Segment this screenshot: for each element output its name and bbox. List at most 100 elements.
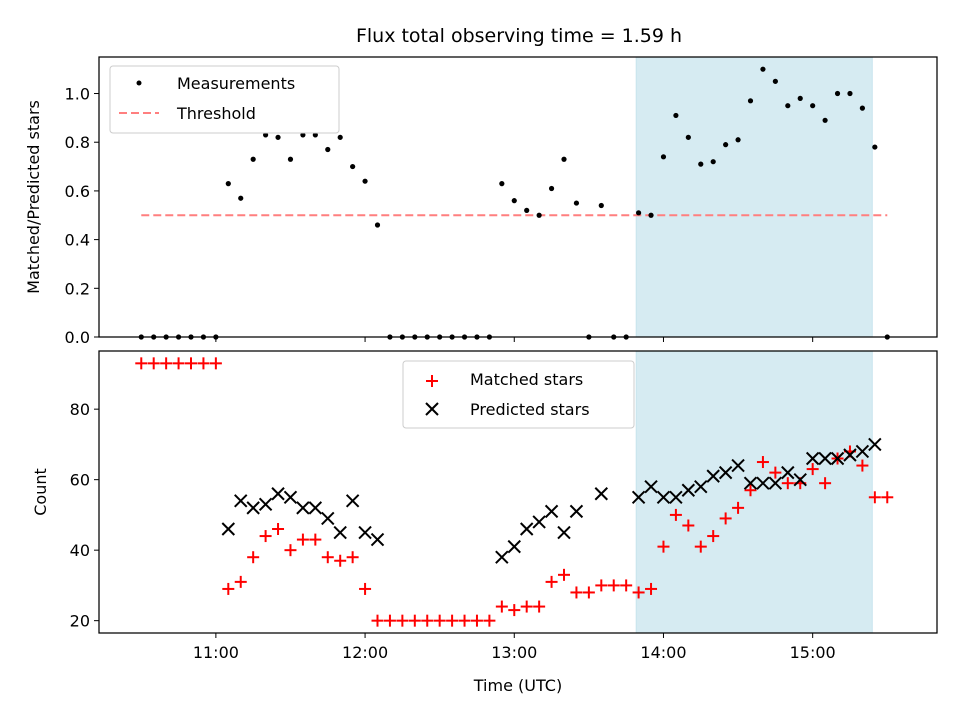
matched-star-point: [881, 491, 894, 504]
measurement-point: [561, 156, 567, 162]
matched-star-point: [819, 477, 832, 490]
x-tick-label: 15:00: [790, 643, 836, 662]
predicted-star-point: [631, 490, 646, 504]
measurement-point: [847, 90, 853, 97]
predicted-star-point: [731, 458, 745, 473]
matched-star-point: [197, 357, 210, 370]
matched-star-point: [582, 586, 595, 599]
predicted-star-point: [271, 487, 285, 501]
predicted-star-point: [868, 437, 882, 452]
predicted-star-point: [743, 476, 758, 490]
measurement-point: [859, 105, 866, 111]
predicted-star-point: [296, 501, 310, 515]
predicted-star-point: [221, 522, 236, 536]
y-tick-label: 0.8: [65, 133, 90, 152]
measurement-point: [263, 132, 269, 138]
predicted-star-point: [532, 515, 546, 529]
measurement-point: [362, 178, 368, 184]
matched-star-point: [719, 512, 732, 525]
matched-star-point: [458, 614, 471, 627]
measurement-point: [822, 117, 828, 123]
legend-label-predicted: Predicted stars: [470, 400, 590, 419]
matched-star-point: [259, 530, 272, 543]
predicted-star-point: [544, 504, 559, 519]
x-tick-label: 11:00: [193, 643, 239, 662]
top-y-ticks: 0.0 0.2 0.4 0.6 0.8 1.0: [65, 85, 99, 347]
top-legend: Measurements Threshold: [109, 65, 340, 134]
predicted-star-points: [221, 437, 882, 564]
matched-star-point: [321, 551, 334, 564]
matched-star-point: [483, 614, 496, 627]
measurement-point: [300, 132, 306, 138]
measurement-point: [598, 202, 604, 209]
predicted-star-point: [557, 525, 571, 540]
predicted-star-point: [519, 522, 534, 536]
x-tick-label: 13:00: [491, 643, 537, 662]
predicted-star-point: [768, 476, 783, 490]
measurement-point: [511, 198, 517, 204]
predicted-star-point: [495, 550, 509, 564]
matched-star-point: [781, 477, 794, 490]
matched-star-point: [856, 459, 869, 472]
measurement-point: [499, 181, 505, 187]
y-tick-label: 0.6: [65, 182, 90, 201]
predicted-star-point: [234, 494, 248, 508]
matched-star-point: [694, 540, 707, 553]
top-y-axis-label: Matched/Predicted stars: [24, 100, 43, 294]
measurement-point: [325, 146, 331, 153]
predicted-star-point: [656, 490, 671, 504]
measurement-point: [872, 144, 878, 150]
legend-label-measurements: Measurements: [177, 74, 295, 93]
bottom-y-ticks: 20 40 60 80: [70, 400, 99, 631]
predicted-star-point: [321, 511, 335, 526]
measurement-point: [785, 103, 791, 109]
legend-label-threshold: Threshold: [176, 104, 256, 123]
measurement-point: [536, 212, 542, 218]
bottom-x-ticks: 11:00 12:00 13:00 14:00 15:00: [193, 633, 836, 662]
matched-star-point: [570, 586, 583, 599]
predicted-star-point: [308, 501, 323, 515]
predicted-star-point: [781, 465, 795, 480]
top-x-ticks: [215, 337, 814, 342]
predicted-star-point: [805, 451, 820, 466]
matched-star-point: [769, 466, 782, 479]
predicted-star-point: [843, 448, 857, 462]
measurement-point: [275, 134, 281, 140]
top-axes-frame: [98, 56, 938, 338]
bottom-legend-box: [402, 360, 635, 429]
predicted-star-point: [830, 451, 845, 466]
predicted-star-point: [793, 472, 807, 487]
measurement-point: [735, 137, 741, 143]
measurement-point: [524, 207, 530, 213]
matched-star-point: [296, 533, 309, 546]
matched-star-point: [408, 614, 421, 627]
bottom-axes-frame: [98, 350, 938, 634]
matched-star-point: [446, 614, 459, 627]
y-tick-label: 1.0: [65, 85, 90, 104]
measurement-point: [648, 212, 654, 218]
matched-star-point: [533, 600, 546, 613]
top-highlight-span: [635, 56, 873, 338]
y-tick-label: 0.0: [65, 328, 90, 347]
matched-star-point: [545, 575, 558, 588]
matched-star-point: [222, 582, 235, 595]
measurement-point: [723, 142, 729, 148]
y-tick-label: 0.4: [65, 231, 90, 250]
matched-star-point: [284, 544, 297, 557]
matched-star-point: [657, 540, 670, 553]
matched-star-point: [744, 484, 757, 497]
measurement-point: [747, 98, 754, 104]
measurement-point: [573, 200, 580, 206]
x-tick-label: 14:00: [640, 643, 686, 662]
x-axis-label: Time (UTC): [473, 676, 562, 695]
matched-star-point: [359, 582, 372, 595]
predicted-star-point: [644, 480, 658, 494]
bottom-legend: Matched stars Predicted stars: [402, 360, 635, 429]
matched-star-point: [209, 357, 222, 370]
measurement-point: [548, 185, 555, 192]
matched-star-point: [508, 604, 521, 617]
measurement-point: [797, 95, 803, 101]
matched-star-point: [645, 582, 658, 595]
matched-star-point: [756, 456, 769, 469]
